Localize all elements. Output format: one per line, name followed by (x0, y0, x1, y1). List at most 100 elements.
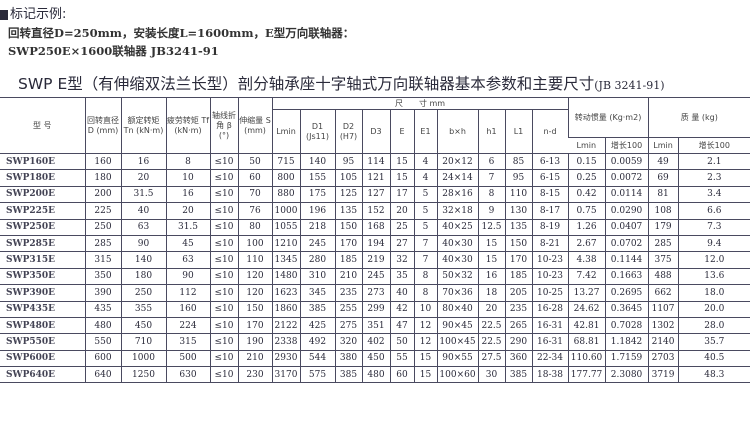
table-cell: 10-23 (531, 267, 569, 286)
table-cell: 0.0702 (604, 234, 649, 253)
table-cell: 285 (84, 234, 122, 253)
table-cell: 380 (334, 349, 363, 368)
table-cell: 800 (271, 169, 301, 187)
table-cell: 2.1 (677, 152, 750, 171)
table-cell: 7.42 (567, 267, 606, 286)
table-cell: 3719 (647, 366, 679, 384)
table-cell: 3.4 (677, 185, 750, 204)
table-cell: ≤10 (209, 251, 239, 269)
table-cell: 180 (120, 267, 167, 286)
model-cell: SWP350E (0, 267, 86, 286)
header-tn: 额定转矩 Tn (kN·m) (120, 97, 167, 154)
table-cell: 25 (389, 218, 415, 236)
table-cell: 1055 (271, 218, 301, 236)
table-cell: 40 (120, 202, 167, 220)
table-cell: 16-28 (531, 300, 569, 318)
example-line-2: SWP250E×1600联轴器 JB3241-91 (8, 44, 219, 58)
table-cell: 100×45 (436, 333, 479, 351)
table-cell: 8 (413, 284, 438, 302)
table-cell: 95 (504, 169, 533, 187)
table-cell: ≤10 (209, 234, 239, 253)
table-row: SWP390E 390 250 112 ≤10 120 1623 345 235 273 40 8 70… (0, 284, 750, 302)
table-cell: 0.2695 (604, 284, 649, 302)
table-cell: 230 (237, 366, 273, 384)
model-cell: SWP285E (0, 234, 86, 253)
table-cell: 360 (504, 349, 533, 368)
table-cell: 13.6 (677, 267, 750, 286)
table-row: SWP600E 600 1000 500 ≤10 210 2930 544 380 450 55 15… (0, 349, 750, 368)
table-cell: 40×25 (436, 218, 479, 236)
table-row: SWP640E 640 1250 630 ≤10 230 3170 575 385 480 60 15… (0, 366, 750, 384)
table-cell: 22-34 (531, 349, 569, 368)
table-cell: ≤10 (209, 316, 239, 335)
table-cell: 480 (361, 366, 391, 384)
table-cell: 140 (299, 152, 336, 171)
table-cell: 0.42 (567, 185, 606, 204)
table-cell: 575 (299, 366, 336, 384)
table-cell: 402 (361, 333, 391, 351)
table-cell: 152 (361, 202, 391, 220)
table-cell: 2.67 (567, 234, 606, 253)
table-cell: 640 (84, 366, 122, 384)
table-cell: 108 (647, 202, 679, 220)
model-cell: SWP200E (0, 185, 86, 204)
table-cell: 135 (334, 202, 363, 220)
table-cell: 345 (299, 284, 336, 302)
header-mass-lmin: Lmin (647, 137, 679, 154)
header-dimensions: 尺 寸 mm (271, 97, 569, 110)
table-cell: 160 (165, 300, 211, 318)
table-cell: 310 (299, 267, 336, 286)
table-cell: 31.5 (165, 218, 211, 236)
table-cell: 450 (120, 316, 167, 335)
table-cell: 2122 (271, 316, 301, 335)
title-standard: (JB 3241-91) (594, 79, 665, 92)
table-cell: 290 (504, 333, 533, 351)
table-cell: 28.0 (677, 316, 750, 335)
table-cell: 219 (361, 251, 391, 269)
table-cell: 13.27 (567, 284, 606, 302)
table-cell: 120 (237, 267, 273, 286)
table-cell: 10 (165, 169, 211, 187)
table-cell: 2.3080 (604, 366, 649, 384)
table-cell: 32×18 (436, 202, 479, 220)
table-cell: 20.0 (677, 300, 750, 318)
table-cell: 10-23 (531, 251, 569, 269)
parameters-table: 型 号 回转直径 D (mm) 额定转矩 Tn (kN·m) 疲劳转矩 Tf (… (0, 97, 750, 384)
table-cell: 7 (413, 251, 438, 269)
table-row: SWP200E 200 31.5 16 ≤10 70 880 175 125 127 17 5 28×1… (0, 185, 750, 204)
table-cell: 170 (334, 234, 363, 253)
table-cell: ≤10 (209, 284, 239, 302)
table-cell: 550 (84, 333, 122, 351)
table-cell: 140 (120, 251, 167, 269)
table-cell: 435 (84, 300, 122, 318)
table-cell: 273 (361, 284, 391, 302)
table-cell: 425 (299, 316, 336, 335)
table-cell: 0.1144 (604, 251, 649, 269)
header-beta: 轴线折角 β (°) (209, 97, 239, 154)
table-cell: ≤10 (209, 349, 239, 368)
header-d1: D1 (Js11) (299, 109, 336, 154)
table-cell: 10 (413, 300, 438, 318)
table-cell: 375 (647, 251, 679, 269)
table-cell: 10-25 (531, 284, 569, 302)
header-inertia: 转动惯量 (Kg·m2) (567, 97, 649, 138)
table-cell: 170 (237, 316, 273, 335)
example-line-1: 回转直径D=250mm，安装长度L=1600mm，E型万向联轴器： (8, 26, 355, 40)
table-cell: ≤10 (209, 169, 239, 187)
model-cell: SWP435E (0, 300, 86, 318)
table-cell: 1623 (271, 284, 301, 302)
table-cell: 30 (477, 366, 506, 384)
table-cell: 16 (477, 267, 506, 286)
table-cell: 0.0072 (604, 169, 649, 187)
table-cell: 5 (413, 202, 438, 220)
header-l1: L1 (504, 109, 533, 154)
table-cell: 150 (334, 218, 363, 236)
table-cell: 180 (84, 169, 122, 187)
table-cell: 17 (389, 185, 415, 204)
model-cell: SWP480E (0, 316, 86, 335)
table-cell: 100×60 (436, 366, 479, 384)
table-cell: 40 (389, 284, 415, 302)
table-cell: 235 (334, 284, 363, 302)
table-cell: 265 (504, 316, 533, 335)
table-cell: 544 (299, 349, 336, 368)
